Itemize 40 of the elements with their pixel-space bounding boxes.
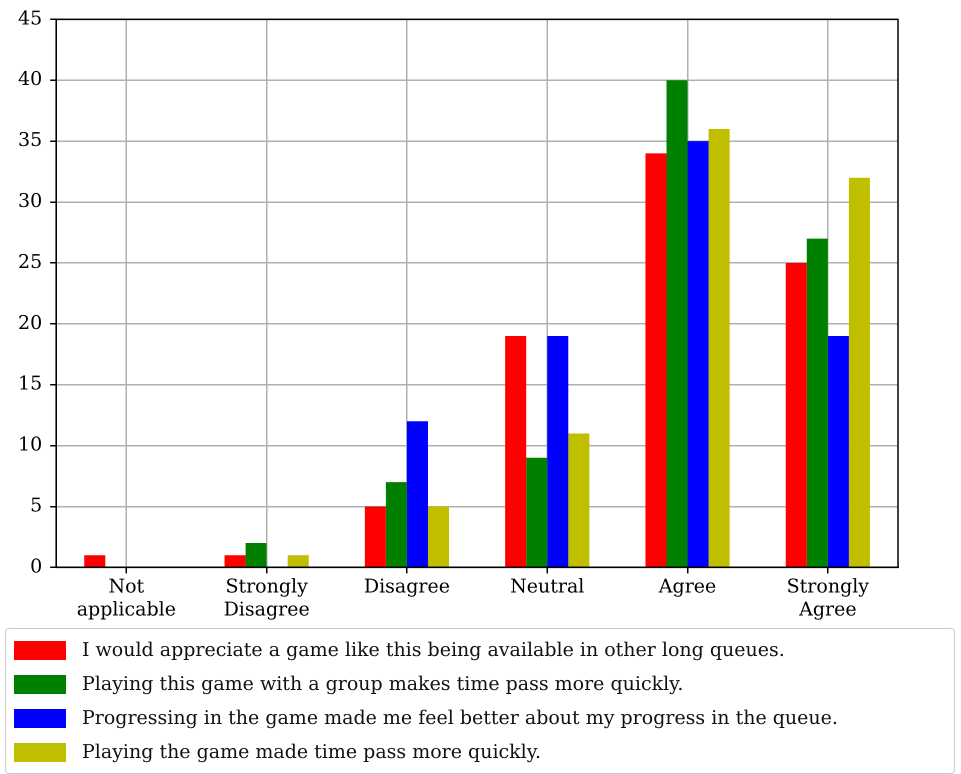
y-tick-label: 35 <box>18 129 42 152</box>
y-tick-label: 0 <box>30 555 42 578</box>
bar <box>848 178 870 567</box>
bar <box>84 555 106 567</box>
y-tick-label: 20 <box>18 312 42 334</box>
bar <box>505 336 526 567</box>
bar <box>645 153 666 567</box>
bar <box>688 141 709 567</box>
legend-label: Progressing in the game made me feel better about my progress in the queue. <box>82 707 838 729</box>
bar <box>526 458 548 567</box>
x-tick-label: Not applicable <box>76 576 176 621</box>
bar <box>386 482 407 567</box>
bar <box>547 336 568 567</box>
legend-label: I would appreciate a game like this being available in other long queues. <box>82 639 785 661</box>
y-tick-label: 45 <box>18 7 42 30</box>
bar <box>224 555 246 567</box>
y-tick-label: 10 <box>18 434 42 456</box>
bar <box>828 336 849 567</box>
x-tick-label: Neutral <box>510 576 584 598</box>
x-tick-label: Strongly Disagree <box>224 576 310 621</box>
bar <box>428 506 450 567</box>
y-tick-label: 25 <box>18 250 42 273</box>
bar <box>786 262 807 567</box>
y-tick-label: 15 <box>18 372 42 395</box>
y-tick-label: 30 <box>18 190 42 212</box>
bar <box>666 80 688 567</box>
legend-label: Playing the game made time pass more quickly. <box>82 741 541 763</box>
bar <box>806 238 828 567</box>
y-tick-label: 40 <box>18 68 42 90</box>
x-tick-label: Strongly Agree <box>786 576 870 621</box>
bar <box>406 421 428 567</box>
legend-label: Playing this game with a group makes time pass more quickly. <box>82 673 684 695</box>
bar <box>246 543 267 567</box>
bar <box>288 555 309 567</box>
y-tick-label: 5 <box>30 494 42 516</box>
x-tick-label: Agree <box>658 576 716 598</box>
bar <box>364 506 386 567</box>
bar <box>568 433 590 567</box>
bar <box>708 129 730 567</box>
x-tick-label: Disagree <box>364 576 450 598</box>
